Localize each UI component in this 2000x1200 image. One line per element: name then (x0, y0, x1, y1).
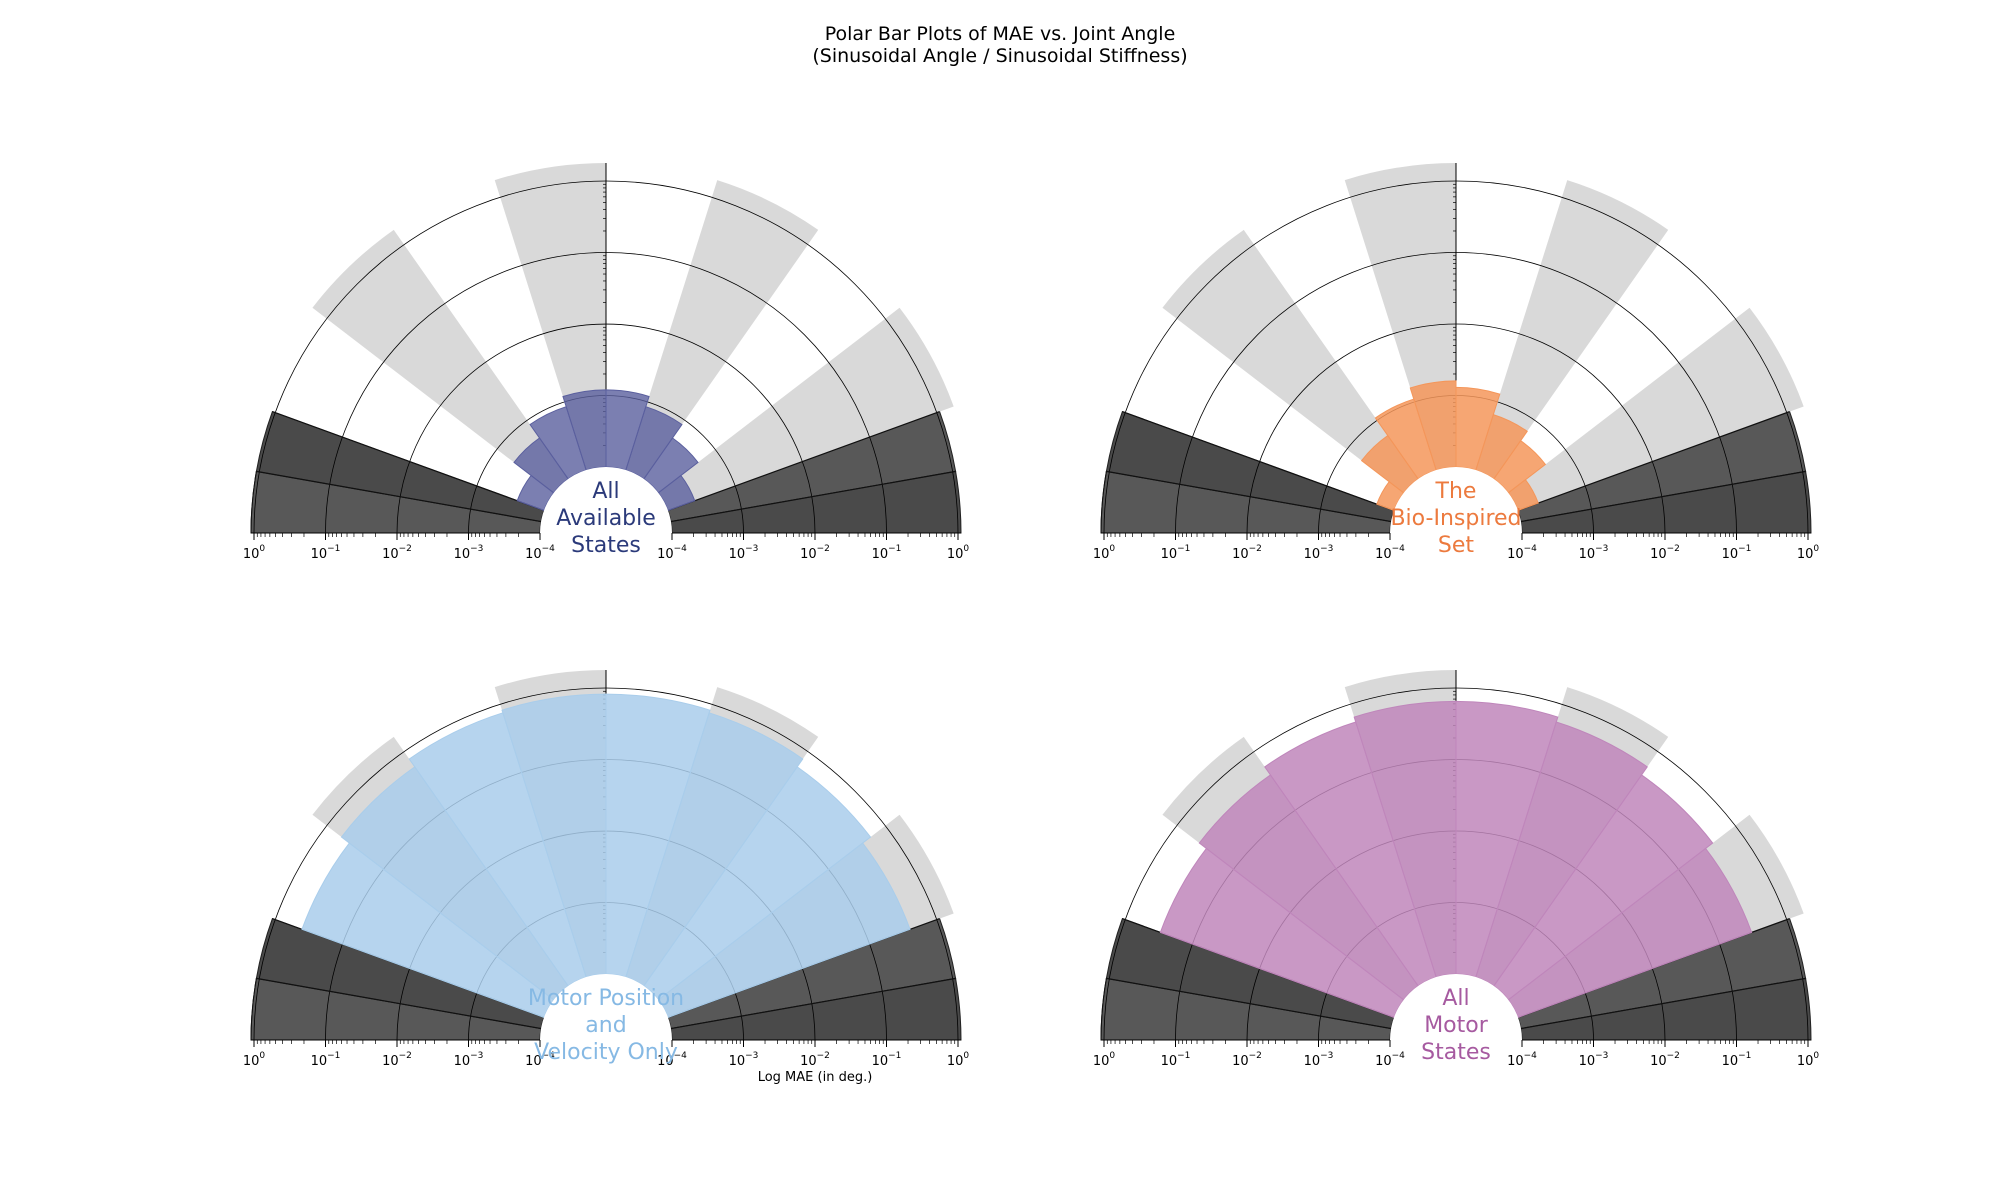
tick-label: 10−4 (657, 544, 687, 562)
inner-hole (1390, 974, 1522, 1040)
sector-boundary (1520, 470, 1806, 523)
tick-label: 10−4 (525, 544, 555, 562)
tick-label: 10−2 (800, 544, 830, 562)
tick-label: 100 (1093, 1051, 1116, 1069)
tick-label: 10−4 (1507, 544, 1537, 562)
sector-boundary (667, 411, 940, 511)
baseline-axis: 100 10−1 10−2 10−3 10−4 10−4 10−3 10−2 10−1 100 (243, 532, 970, 562)
tick-label: 10−1 (872, 544, 902, 562)
plots: 100 10−1 10−2 10−3 10−4 10−4 10−3 10−2 10−1 100 Al… (243, 163, 1820, 1069)
tick-label: 10−2 (382, 1051, 412, 1069)
polar-plot-2: 100 10−1 10−2 10−3 10−4 10−4 10−3 10−2 10−1 100 Th… (1093, 163, 1820, 562)
sector-boundary (670, 977, 956, 1030)
tick-label: 10−3 (454, 544, 484, 562)
inner-hole (1390, 467, 1522, 533)
feature-set-label: States (1421, 1040, 1491, 1065)
feature-set-label: Available (556, 506, 656, 531)
polar-plot-3: 100 10−1 10−2 10−3 10−4 10−4 10−3 10−2 10−1 100 Mo… (243, 670, 970, 1069)
feature-set-label: Motor Position (528, 986, 684, 1011)
tick-label: 10−3 (729, 544, 759, 562)
feature-set-label: Velocity Only (534, 1040, 678, 1065)
feature-set-label: and (585, 1013, 626, 1038)
figure-title-line1: Polar Bar Plots of MAE vs. Joint Angle (825, 23, 1176, 45)
sector-boundary (272, 411, 545, 511)
polar-plot-4: 100 10−1 10−2 10−3 10−4 10−4 10−3 10−2 10−1 100 Al… (1093, 670, 1820, 1069)
feature-set-label: Motor (1424, 1013, 1489, 1038)
feature-set-label: Set (1438, 533, 1475, 558)
tick-label: 10−2 (800, 1051, 830, 1069)
tick-label: 10−1 (1722, 1051, 1752, 1069)
sector-boundary (256, 470, 542, 523)
tick-label: 100 (1093, 544, 1116, 562)
baseline-axis: 100 10−1 10−2 10−3 10−4 10−4 10−3 10−2 10−1 100 (243, 1039, 970, 1069)
tick-label: 10−1 (1722, 544, 1752, 562)
figure-title-line2: (Sinusoidal Angle / Sinusoidal Stiffness… (812, 45, 1187, 67)
tick-label: 10−4 (525, 1051, 555, 1069)
feature-set-label: The (1435, 479, 1477, 504)
background-bin (1508, 307, 1804, 511)
tick-label: 100 (243, 1051, 266, 1069)
background-bin (625, 180, 819, 479)
shared-x-axis-label: Log MAE (in deg.) (758, 1070, 873, 1085)
tick-label: 10−3 (454, 1051, 484, 1069)
tick-label: 10−1 (311, 544, 341, 562)
tick-label: 10−1 (311, 1051, 341, 1069)
feature-set-label: Bio-Inspired (1390, 506, 1521, 531)
tick-label: 10−4 (1507, 1051, 1537, 1069)
background-bin (1162, 229, 1419, 493)
tick-label: 10−1 (1161, 544, 1191, 562)
tick-label: 10−3 (1304, 1051, 1334, 1069)
tick-label: 100 (243, 544, 266, 562)
tick-label: 10−2 (1232, 1051, 1262, 1069)
sector-boundary (1106, 977, 1392, 1030)
tick-label: 10−4 (657, 1051, 687, 1069)
tick-label: 10−3 (1304, 544, 1334, 562)
sector-boundary (1122, 411, 1395, 511)
tick-label: 10−2 (1650, 544, 1680, 562)
tick-label: 10−2 (1232, 544, 1262, 562)
tick-label: 10−2 (382, 544, 412, 562)
tick-label: 10−1 (872, 1051, 902, 1069)
tick-label: 100 (1797, 1051, 1820, 1069)
sector-boundary (670, 470, 956, 523)
tick-label: 10−3 (729, 1051, 759, 1069)
sector-boundary (1520, 977, 1806, 1030)
tick-label: 10−3 (1579, 544, 1609, 562)
feature-set-label: All (592, 479, 619, 504)
tick-label: 10−2 (1650, 1051, 1680, 1069)
background-bin (1475, 180, 1669, 479)
inner-hole (540, 974, 672, 1040)
tick-label: 10−3 (1579, 1051, 1609, 1069)
feature-set-label: All (1442, 986, 1469, 1011)
tick-label: 100 (1797, 544, 1820, 562)
sector-boundary (256, 977, 542, 1030)
background-bin (658, 307, 954, 511)
background-bin (312, 229, 569, 493)
tick-label: 10−1 (1161, 1051, 1191, 1069)
inner-hole (540, 467, 672, 533)
baseline-axis: 100 10−1 10−2 10−3 10−4 10−4 10−3 10−2 10−1 100 (1093, 1039, 1820, 1069)
sector-boundary (1517, 411, 1790, 511)
polar-plot-1: 100 10−1 10−2 10−3 10−4 10−4 10−3 10−2 10−1 100 Al… (243, 163, 970, 562)
tick-label: 100 (947, 1051, 970, 1069)
tick-label: 10−4 (1375, 1051, 1405, 1069)
feature-set-label: States (571, 533, 641, 558)
sector-boundary (1106, 470, 1392, 523)
tick-label: 10−4 (1375, 544, 1405, 562)
baseline-axis: 100 10−1 10−2 10−3 10−4 10−4 10−3 10−2 10−1 100 (1093, 532, 1820, 562)
tick-label: 100 (947, 544, 970, 562)
